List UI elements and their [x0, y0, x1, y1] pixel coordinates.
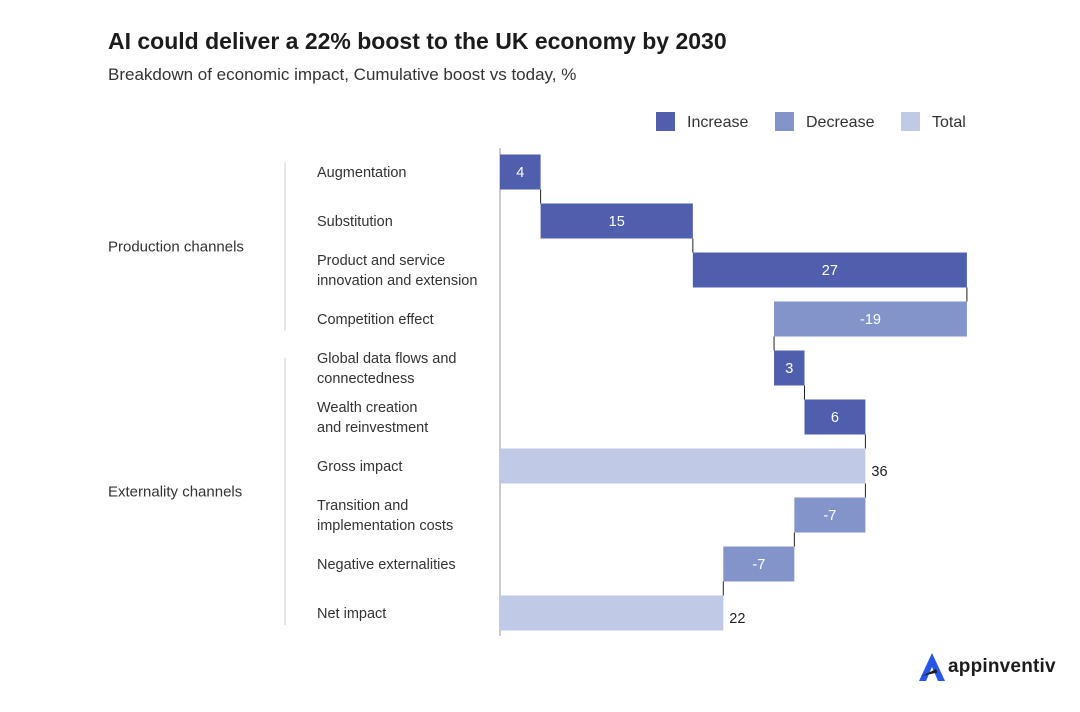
brand-logo-text: appinventiv	[948, 656, 1056, 677]
category-label-5-line2: and reinvestment	[317, 420, 428, 436]
bar-3	[774, 301, 967, 337]
chart-subtitle: Breakdown of economic impact, Cumulative…	[108, 65, 577, 84]
category-label-4-line2: connectedness	[317, 371, 415, 387]
legend-swatch-decrease	[775, 112, 794, 131]
value-label-2: 27	[822, 263, 838, 279]
legend-label-total: Total	[932, 114, 966, 131]
legend-swatch-increase	[656, 112, 675, 131]
bar-0	[500, 154, 541, 190]
category-label-2-line1: Product and service	[317, 253, 445, 269]
legend-label-decrease: Decrease	[806, 114, 875, 131]
value-label-0: 4	[516, 165, 524, 181]
value-label-9: 22	[729, 611, 745, 627]
category-label-8: Negative externalities	[317, 557, 456, 573]
group-label-0: Production channels	[108, 239, 244, 256]
legend-label-increase: Increase	[687, 114, 748, 131]
category-label-3: Competition effect	[317, 312, 434, 328]
category-label-4-line1: Global data flows and	[317, 351, 456, 367]
group-label-1: Externality channels	[108, 484, 242, 501]
category-label-5-line1: Wealth creation	[317, 400, 417, 416]
bar-8	[723, 546, 795, 582]
category-label-1: Substitution	[317, 214, 393, 230]
value-label-3: -19	[860, 312, 881, 328]
category-label-7-line1: Transition and	[317, 498, 408, 514]
category-label-9: Net impact	[317, 606, 386, 622]
bar-7	[794, 497, 866, 533]
category-label-6: Gross impact	[317, 459, 402, 475]
category-label-7-line2: implementation costs	[317, 518, 453, 534]
legend-swatch-total	[901, 112, 920, 131]
category-label-2-line2: innovation and extension	[317, 273, 477, 289]
value-label-1: 15	[609, 214, 625, 230]
value-label-6: 36	[871, 464, 887, 480]
value-label-8: -7	[752, 557, 765, 573]
appinventiv-a-icon	[919, 653, 945, 681]
bar-4	[774, 350, 805, 386]
bar-9	[500, 595, 724, 631]
category-label-0: Augmentation	[317, 165, 406, 181]
bar-1	[540, 203, 693, 239]
value-label-7: -7	[823, 508, 836, 524]
bar-6	[500, 448, 866, 484]
value-label-4: 3	[785, 361, 793, 377]
bar-2	[692, 252, 967, 288]
value-label-5: 6	[831, 410, 839, 426]
bar-5	[804, 399, 866, 435]
brand-logo: appinventiv	[918, 652, 1056, 682]
chart-title: AI could deliver a 22% boost to the UK e…	[108, 28, 727, 54]
